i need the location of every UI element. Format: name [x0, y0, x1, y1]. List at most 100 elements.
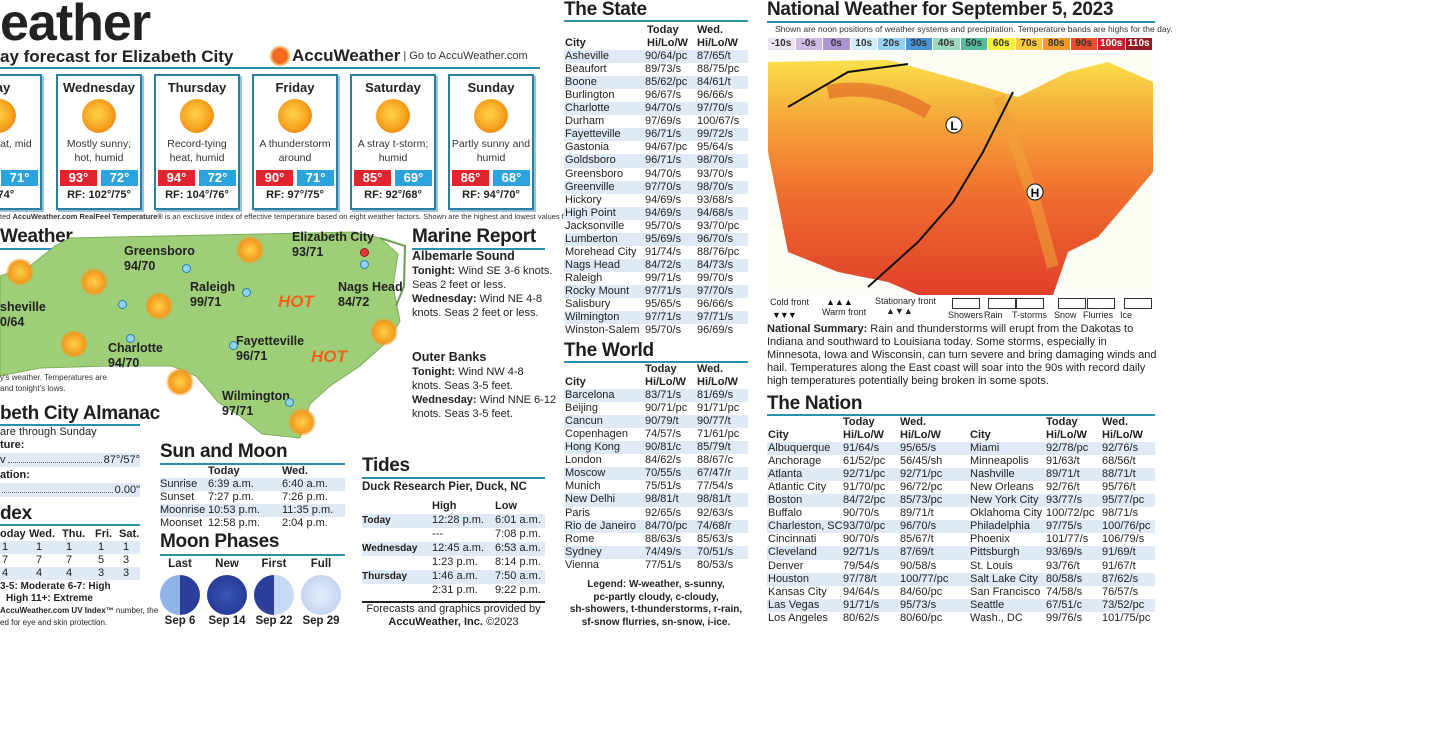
table-cell: Durham	[565, 115, 605, 128]
header-cell: Fri.	[95, 528, 113, 540]
table-cell: 74/68/r	[697, 519, 732, 532]
sunny-icon	[80, 268, 108, 296]
map-city-temp: 0/64	[0, 315, 25, 329]
table-cell: 79/54/s	[843, 559, 880, 572]
table-cell: 100/76/pc	[1102, 520, 1151, 533]
world-row: Rio de Janeiro 84/70/pc 74/68/r	[564, 519, 748, 533]
uv-row: 4 4 4 3 3	[0, 567, 140, 581]
table-cell: 4	[36, 567, 43, 580]
high-pressure-label: H	[1031, 186, 1040, 200]
marine-line-text: knots. Seas 3-5 feet.	[412, 408, 513, 420]
forecast-day: Friday	[275, 80, 315, 95]
forecast-temps: 85° 69°	[352, 170, 434, 186]
forecast-realfeel: RF: 102°/75°	[67, 189, 131, 201]
uv-legend: 3-5: Moderate 6-7: High	[0, 581, 111, 592]
table-cell: Greenville	[565, 180, 615, 193]
table-cell: 88/71/t	[1102, 468, 1136, 481]
forecast-high: 90°	[256, 170, 293, 186]
table-cell: 89/73/s	[645, 63, 682, 76]
table-cell: 4	[66, 567, 73, 580]
map-city-label: sheville 0/64	[0, 300, 46, 330]
table-cell: 2:04 p.m.	[282, 517, 328, 530]
header-cell: Today	[1046, 416, 1078, 428]
temp-band: -0s	[795, 38, 823, 50]
nation-row: Cincinnati 90/70/s 85/67/t Phoenix 101/77/s 1…	[767, 533, 1155, 546]
table-cell: 90/58/s	[900, 559, 937, 572]
tide-row: 2:31 p.m. 9:22 p.m.	[362, 584, 545, 598]
table-cell: Thursday	[362, 571, 408, 582]
tides-location: Duck Research Pier, Duck, NC	[362, 481, 527, 493]
temp-band: 10s	[850, 38, 878, 50]
header-cell: City	[565, 37, 586, 50]
world-row: Cancun 90/79/t 90/77/t	[564, 415, 748, 429]
forecast-realfeel: RF: 104°/76°	[165, 189, 229, 201]
header-cell: Today	[208, 465, 240, 477]
forecast-description: Record-tying heat, humid	[167, 138, 227, 164]
header-cell: Wed.	[900, 416, 927, 428]
table-cell: Nashville	[970, 468, 1015, 481]
world-row: Copenhagen 74/57/s 71/61/pc	[564, 428, 748, 441]
header-cell: City	[565, 376, 586, 389]
map-note: y's weather. Temperatures are and tonight…	[0, 373, 107, 393]
table-cell: 97/70/s	[697, 284, 734, 297]
map-pin-icon	[360, 260, 369, 269]
header-cell: Wed.	[282, 465, 309, 477]
table-cell: 89/71/t	[1046, 468, 1080, 481]
table-cell: 96/71/s	[645, 128, 682, 141]
table-cell: 1	[66, 541, 73, 554]
marine-line-text: Seas 2 feet or less.	[412, 279, 507, 291]
table-cell: 95/76/t	[1102, 481, 1136, 494]
forecast-day: Sunday	[467, 80, 515, 95]
tide-row: Today 12:28 p.m. 6:01 a.m.	[362, 514, 545, 528]
table-cell: 77/51/s	[645, 558, 682, 571]
table-cell: 85/62/pc	[645, 76, 688, 89]
table-cell: 88/76/pc	[697, 245, 740, 258]
page-title: eather	[0, 0, 151, 52]
nation-row: Los Angeles 80/62/s 80/60/pc Wash., DC 99/76…	[767, 612, 1155, 625]
table-cell: 96/67/s	[645, 89, 682, 102]
map-city-temp: 93/71	[292, 245, 324, 259]
table-cell: 90/79/t	[645, 415, 679, 428]
table-cell: Seattle	[970, 598, 1005, 611]
national-map: L H	[768, 52, 1153, 295]
table-cell: 99/72/s	[697, 128, 734, 141]
stationary-front-icon: ▲▼▲	[886, 306, 913, 316]
forecast-realfeel: RF: 97°/75°	[266, 189, 324, 201]
temp-band: 50s	[960, 38, 988, 50]
table-cell: Cincinnati	[768, 533, 817, 546]
temp-band: 0s	[823, 38, 851, 50]
temp-band: 80s	[1043, 38, 1071, 50]
table-cell: 84/70/pc	[645, 519, 688, 532]
accuweather-link[interactable]: AccuWeather | Go to AccuWeather.com	[272, 46, 528, 66]
accuweather-link-text: | Go to AccuWeather.com	[403, 50, 528, 62]
header-cell: Hi/Lo/W	[645, 376, 686, 389]
temp-band: 20s	[878, 38, 906, 50]
nation-row: Houston 97/78/t 100/77/pc Salt Lake City 80/…	[767, 572, 1155, 586]
table-cell: 7	[36, 554, 43, 567]
table-cell: 100/67/s	[697, 115, 740, 128]
state-row: Gastonia 94/67/pc 95/64/s	[564, 141, 748, 154]
moon-full-icon	[301, 575, 341, 615]
table-cell: San Francisco	[970, 585, 1041, 598]
uv-legend: High 11+: Extreme	[6, 593, 93, 604]
tide-row: 1:23 p.m. 8:14 p.m.	[362, 556, 545, 570]
world-row: Hong Kong 90/81/c 85/79/t	[564, 441, 748, 455]
forecast-card: Wednesday Mostly sunny; hot, humid 93° 72° R…	[56, 74, 142, 210]
weather-sun-icon	[0, 99, 16, 133]
marine-line: Wednesday: Wind NE 4-8	[412, 292, 556, 306]
nation-row: Boston 84/72/pc 85/73/pc New York City 93/77…	[767, 494, 1155, 508]
table-cell: 6:01 a.m.	[495, 514, 541, 526]
national-subtitle: Shown are noon positions of weather syst…	[775, 24, 1173, 34]
table-cell: 92/63/s	[697, 506, 734, 519]
table-header: City Hi/Lo/W Hi/Lo/W	[564, 376, 748, 389]
state-row: Hickory 94/69/s 93/68/s	[564, 194, 748, 207]
forecast-card: day ying heat, mid 71° 1°/74°	[0, 74, 42, 210]
state-map-title: Weather	[0, 226, 73, 247]
precip-label: T-storms	[1012, 310, 1047, 320]
header-cell: Wed.	[697, 24, 724, 36]
moon-phase-name: First	[261, 558, 287, 570]
table-cell: 98/81/t	[645, 493, 679, 506]
sunny-icon	[145, 292, 173, 320]
table-cell: St. Louis	[970, 559, 1013, 572]
temp-band: 100s	[1098, 38, 1126, 50]
